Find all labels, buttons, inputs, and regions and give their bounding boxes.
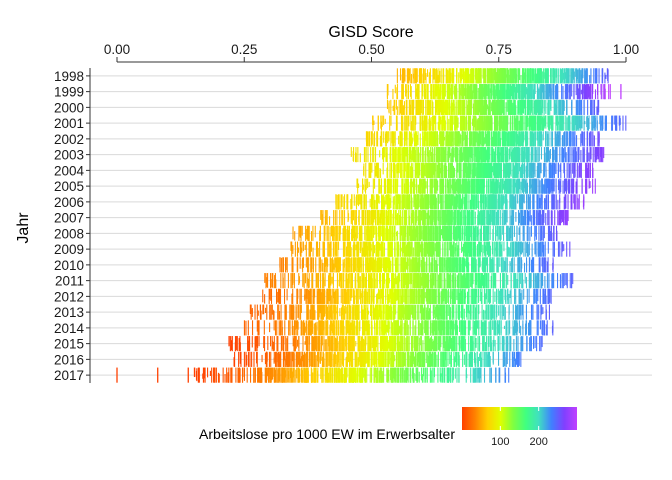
- strip-row-2002: [365, 131, 600, 147]
- strip-row-1998: [396, 68, 609, 84]
- strip-row-2004: [363, 162, 594, 178]
- strip-row-2007: [320, 210, 569, 226]
- strip-row-2003: [350, 147, 605, 163]
- strip-row-2009: [290, 241, 571, 257]
- strip-row-2008: [292, 225, 558, 241]
- strip-row-2000: [386, 99, 600, 115]
- x-axis-title: GISD Score: [328, 24, 413, 41]
- strip-row-1999: [386, 84, 622, 100]
- strip-row-2001: [372, 115, 627, 131]
- strip-row-2006: [335, 194, 585, 210]
- data-strips: [116, 68, 627, 383]
- y-axis-title: Jahr: [15, 212, 32, 244]
- strip-row-2005: [356, 178, 596, 194]
